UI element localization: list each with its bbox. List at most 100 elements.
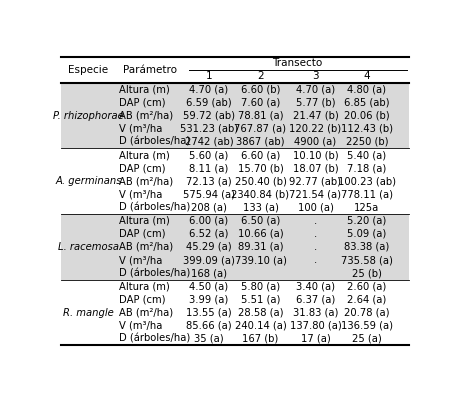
Text: 6.60 (b): 6.60 (b) <box>241 85 280 94</box>
Text: 5.40 (a): 5.40 (a) <box>347 150 387 160</box>
Text: 3867 (ab): 3867 (ab) <box>236 137 285 147</box>
Text: 85.66 (a): 85.66 (a) <box>186 321 232 331</box>
Text: DAP (cm): DAP (cm) <box>119 295 165 305</box>
Text: .: . <box>314 229 317 239</box>
Text: 7.60 (a): 7.60 (a) <box>241 98 280 107</box>
Text: 89.31 (a): 89.31 (a) <box>238 242 283 252</box>
Text: P. rhizophorae: P. rhizophorae <box>53 111 124 120</box>
Text: 83.38 (a): 83.38 (a) <box>344 242 390 252</box>
Text: 7.18 (a): 7.18 (a) <box>347 163 387 173</box>
Text: 112.43 (b): 112.43 (b) <box>341 124 393 134</box>
Text: .: . <box>314 255 317 265</box>
Text: 125a: 125a <box>354 203 380 213</box>
Text: 5.60 (a): 5.60 (a) <box>189 150 229 160</box>
Text: 2250 (b): 2250 (b) <box>346 137 388 147</box>
Text: Altura (m): Altura (m) <box>119 216 169 226</box>
Text: 5.77 (b): 5.77 (b) <box>296 98 335 107</box>
Text: 25 (b): 25 (b) <box>352 268 382 278</box>
Text: 72.13 (a): 72.13 (a) <box>186 176 232 186</box>
Text: R. mangle: R. mangle <box>63 308 114 318</box>
Text: Altura (m): Altura (m) <box>119 150 169 160</box>
Text: 6.60 (a): 6.60 (a) <box>241 150 280 160</box>
Text: .: . <box>314 242 317 252</box>
Text: 10.10 (b): 10.10 (b) <box>293 150 338 160</box>
Text: Transecto: Transecto <box>272 58 322 68</box>
Text: 250.40 (b): 250.40 (b) <box>234 176 286 186</box>
Text: 4.70 (a): 4.70 (a) <box>296 85 335 94</box>
Text: 767.87 (a): 767.87 (a) <box>234 124 286 134</box>
Text: 6.00 (a): 6.00 (a) <box>190 216 229 226</box>
Text: 10.66 (a): 10.66 (a) <box>238 229 283 239</box>
Text: 6.37 (a): 6.37 (a) <box>296 295 335 305</box>
Text: 20.06 (b): 20.06 (b) <box>344 111 390 120</box>
Text: V (m³/ha: V (m³/ha <box>119 190 162 199</box>
Text: 2.64 (a): 2.64 (a) <box>347 295 387 305</box>
Text: 2340.84 (b): 2340.84 (b) <box>231 190 289 199</box>
Text: 4: 4 <box>364 71 370 81</box>
Text: 31.83 (a): 31.83 (a) <box>293 308 338 318</box>
Text: 6.59 (ab): 6.59 (ab) <box>186 98 232 107</box>
Text: Altura (m): Altura (m) <box>119 85 169 94</box>
Text: 133 (a): 133 (a) <box>243 203 278 213</box>
Text: DAP (cm): DAP (cm) <box>119 229 165 239</box>
Text: Especie: Especie <box>68 65 109 75</box>
Text: V (m³/ha: V (m³/ha <box>119 321 162 331</box>
Text: 18.07 (b): 18.07 (b) <box>293 163 338 173</box>
Text: 100.23 (ab): 100.23 (ab) <box>338 176 396 186</box>
Text: 15.70 (b): 15.70 (b) <box>238 163 284 173</box>
Text: V (m³/ha: V (m³/ha <box>119 124 162 134</box>
Text: 168 (a): 168 (a) <box>191 268 227 278</box>
Text: 167 (b): 167 (b) <box>242 334 278 344</box>
Text: DAP (cm): DAP (cm) <box>119 163 165 173</box>
Text: 137.80 (a): 137.80 (a) <box>289 321 341 331</box>
Text: 20.78 (a): 20.78 (a) <box>344 308 390 318</box>
Text: 6.85 (ab): 6.85 (ab) <box>344 98 390 107</box>
Text: 2.60 (a): 2.60 (a) <box>347 281 387 292</box>
Text: 45.29 (a): 45.29 (a) <box>186 242 232 252</box>
Text: 28.58 (a): 28.58 (a) <box>238 308 283 318</box>
Text: 35 (a): 35 (a) <box>194 334 224 344</box>
Text: 6.52 (a): 6.52 (a) <box>189 229 229 239</box>
Text: 100 (a): 100 (a) <box>298 203 333 213</box>
Text: 13.55 (a): 13.55 (a) <box>186 308 232 318</box>
Text: 120.22 (b): 120.22 (b) <box>289 124 342 134</box>
Text: 3.99 (a): 3.99 (a) <box>189 295 229 305</box>
Text: 531.23 (ab): 531.23 (ab) <box>180 124 238 134</box>
Text: 240.14 (a): 240.14 (a) <box>234 321 286 331</box>
Text: AB (m²/ha): AB (m²/ha) <box>119 242 173 252</box>
Text: V (m³/ha: V (m³/ha <box>119 255 162 265</box>
Text: 2: 2 <box>257 71 264 81</box>
Text: 399.09 (a): 399.09 (a) <box>183 255 235 265</box>
Text: AB (m²/ha): AB (m²/ha) <box>119 111 173 120</box>
Text: 8.11 (a): 8.11 (a) <box>189 163 229 173</box>
Text: DAP (cm): DAP (cm) <box>119 98 165 107</box>
Text: 4.50 (a): 4.50 (a) <box>190 281 229 292</box>
Text: Parámetro: Parámetro <box>123 65 177 75</box>
Bar <box>61 214 409 280</box>
Text: 25 (a): 25 (a) <box>352 334 382 344</box>
Text: D (árboles/ha): D (árboles/ha) <box>119 268 190 278</box>
Text: 4.70 (a): 4.70 (a) <box>190 85 229 94</box>
Text: 575.94 (a): 575.94 (a) <box>183 190 235 199</box>
Text: A. germinans: A. germinans <box>55 176 121 186</box>
Text: Altura (m): Altura (m) <box>119 281 169 292</box>
Text: AB (m²/ha): AB (m²/ha) <box>119 308 173 318</box>
Text: 78.81 (a): 78.81 (a) <box>238 111 283 120</box>
Text: L. racemosa: L. racemosa <box>58 242 119 252</box>
Text: 17 (a): 17 (a) <box>300 334 330 344</box>
Text: 735.58 (a): 735.58 (a) <box>341 255 393 265</box>
Text: 6.50 (a): 6.50 (a) <box>241 216 280 226</box>
Text: 92.77 (ab): 92.77 (ab) <box>289 176 342 186</box>
Text: AB (m²/ha): AB (m²/ha) <box>119 176 173 186</box>
Text: 3: 3 <box>312 71 319 81</box>
Text: 5.51 (a): 5.51 (a) <box>241 295 280 305</box>
Text: 2742 (ab): 2742 (ab) <box>185 137 233 147</box>
Text: 3.40 (a): 3.40 (a) <box>296 281 335 292</box>
Text: D (árboles/ha): D (árboles/ha) <box>119 137 190 147</box>
Text: 59.72 (ab): 59.72 (ab) <box>183 111 235 120</box>
Text: 5.20 (a): 5.20 (a) <box>347 216 387 226</box>
Text: 4.80 (a): 4.80 (a) <box>348 85 387 94</box>
Bar <box>61 83 409 149</box>
Text: 778.11 (a): 778.11 (a) <box>341 190 393 199</box>
Text: 136.59 (a): 136.59 (a) <box>341 321 393 331</box>
